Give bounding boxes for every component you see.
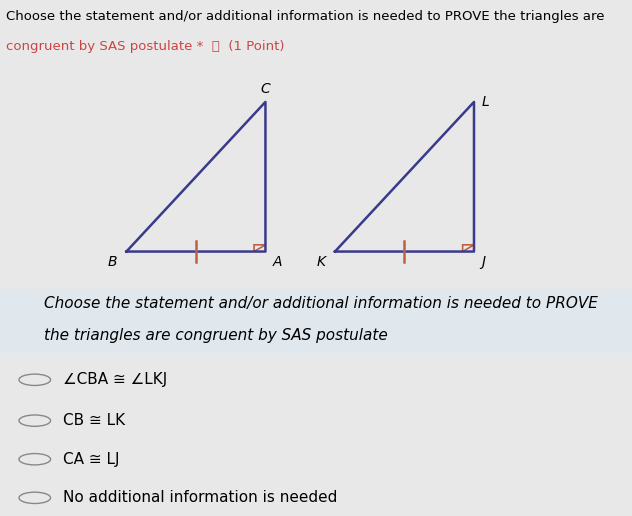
FancyBboxPatch shape: [0, 289, 632, 352]
Text: ∠CBA ≅ ∠LKJ: ∠CBA ≅ ∠LKJ: [63, 372, 167, 388]
Text: the triangles are congruent by SAS postulate: the triangles are congruent by SAS postu…: [44, 328, 388, 343]
Text: CA ≅ LJ: CA ≅ LJ: [63, 452, 119, 467]
Text: J: J: [482, 255, 486, 269]
Text: B: B: [107, 255, 117, 269]
Text: K: K: [317, 255, 325, 269]
Text: C: C: [260, 82, 270, 96]
Text: L: L: [482, 95, 489, 109]
Text: congruent by SAS postulate *  ⧉  (1 Point): congruent by SAS postulate * ⧉ (1 Point): [6, 40, 285, 53]
Text: CB ≅ LK: CB ≅ LK: [63, 413, 125, 428]
Text: No additional information is needed: No additional information is needed: [63, 490, 337, 505]
Text: Choose the statement and/or additional information is needed to PROVE: Choose the statement and/or additional i…: [44, 296, 598, 311]
Text: Choose the statement and/or additional information is needed to PROVE the triang: Choose the statement and/or additional i…: [6, 10, 605, 23]
Text: A: A: [273, 255, 283, 269]
